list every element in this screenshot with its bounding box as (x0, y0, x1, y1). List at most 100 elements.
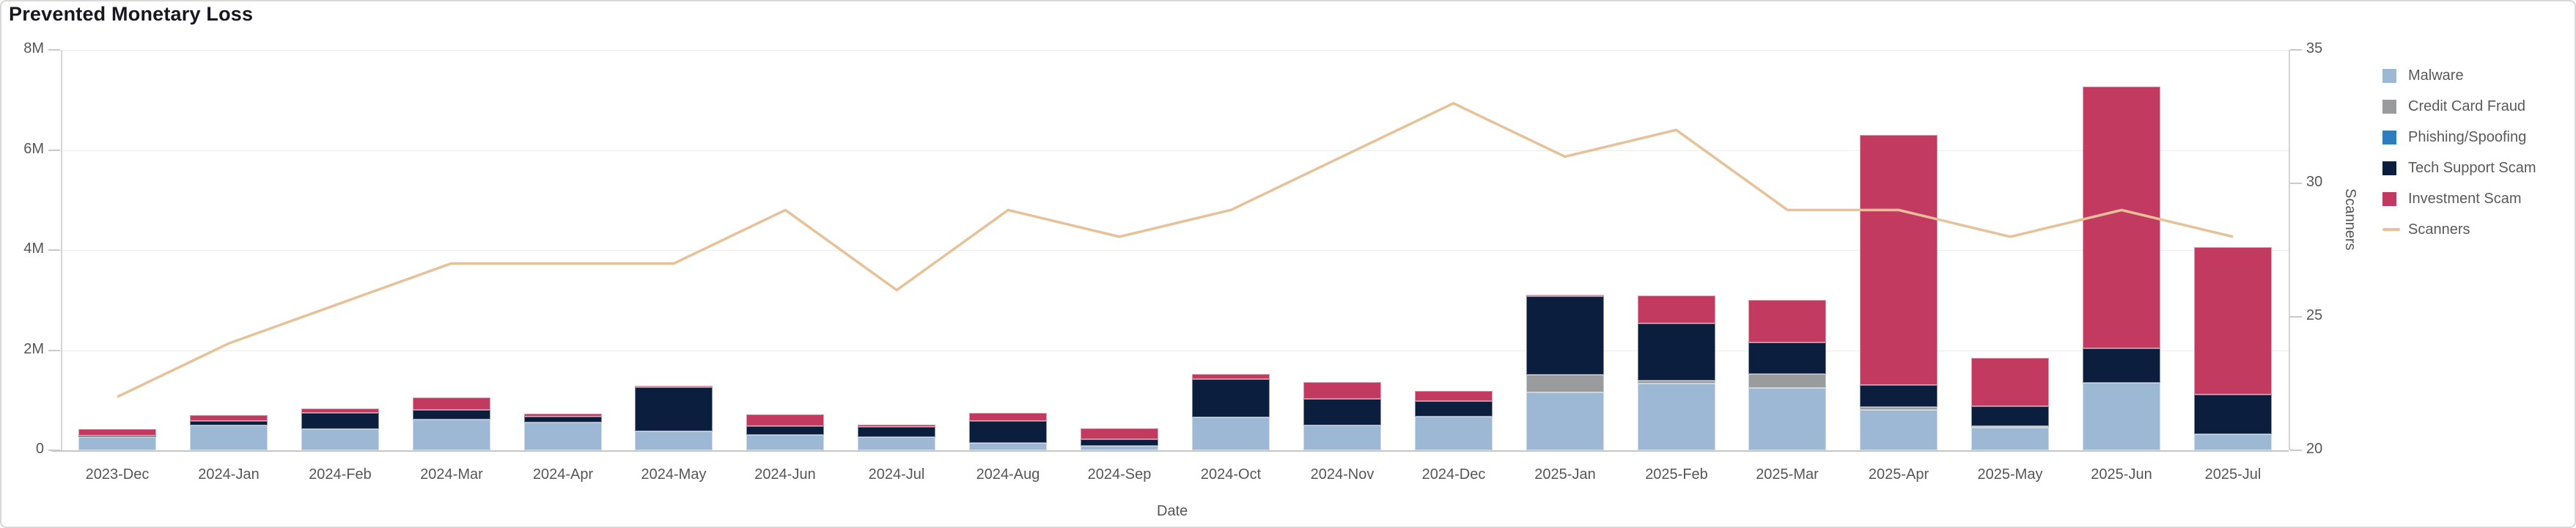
legend-label: Investment Scam (2408, 190, 2522, 207)
bar-2023-Dec-tech-support-scam[interactable] (78, 435, 156, 438)
gridline (62, 50, 2289, 51)
bar-2024-Jan-malware[interactable] (190, 425, 268, 450)
bar-2025-May-credit-card-fraud[interactable] (1971, 425, 2049, 428)
bar-2025-Jan-investment-scam[interactable] (1526, 294, 1604, 297)
gridline (62, 250, 2289, 251)
bar-2025-Jun-tech-support-scam[interactable] (2083, 348, 2160, 383)
bar-2025-Apr-credit-card-fraud[interactable] (1860, 407, 1937, 410)
bar-2025-May-malware[interactable] (1971, 427, 2049, 450)
bar-2024-Sep-investment-scam[interactable] (1081, 428, 1158, 439)
bar-2024-Aug-malware[interactable] (969, 443, 1047, 450)
bar-2024-Nov-malware[interactable] (1303, 425, 1381, 450)
bar-2023-Dec-investment-scam[interactable] (78, 428, 156, 436)
bar-2024-Feb-investment-scam[interactable] (301, 408, 379, 414)
bar-2024-Aug-investment-scam[interactable] (969, 413, 1047, 421)
bar-2025-Jan-malware[interactable] (1526, 392, 1604, 450)
legend-label: Tech Support Scam (2408, 159, 2536, 176)
legend-item-phishing-spoofing[interactable]: Phishing/Spoofing (2382, 129, 2526, 145)
legend-label: Scanners (2408, 221, 2470, 238)
bar-2024-May-malware[interactable] (635, 431, 713, 450)
x-axis-category-label: 2024-Feb (309, 466, 372, 483)
bar-2024-Oct-malware[interactable] (1192, 417, 1270, 450)
bar-2024-Oct-tech-support-scam[interactable] (1192, 379, 1270, 417)
scanners-line[interactable] (117, 102, 2234, 398)
bar-2025-Jul-tech-support-scam[interactable] (2194, 395, 2272, 435)
bar-2024-May-investment-scam[interactable] (635, 385, 713, 387)
bar-2024-Feb-malware[interactable] (301, 429, 379, 450)
legend-item-tech-support-scam[interactable]: Tech Support Scam (2382, 160, 2536, 176)
bar-2024-Feb-tech-support-scam[interactable] (301, 413, 379, 430)
bar-2024-Jul-malware[interactable] (858, 437, 935, 450)
bar-2024-Jun-investment-scam[interactable] (746, 414, 824, 426)
bar-2025-Jul-investment-scam[interactable] (2194, 246, 2272, 395)
bar-2025-Apr-investment-scam[interactable] (1860, 135, 1937, 385)
bar-2024-Jul-investment-scam[interactable] (858, 424, 935, 427)
x-axis-category-label: 2024-Mar (420, 466, 483, 483)
bar-2024-Dec-investment-scam[interactable] (1415, 391, 1493, 402)
bar-2024-Nov-tech-support-scam[interactable] (1303, 398, 1381, 425)
bar-2025-Mar-tech-support-scam[interactable] (1748, 342, 1826, 375)
right-axis-tick (2290, 316, 2302, 318)
left-axis-tick-label: 4M (23, 241, 44, 257)
bar-2025-Mar-credit-card-fraud[interactable] (1748, 374, 1826, 388)
bar-2024-Nov-investment-scam[interactable] (1303, 382, 1381, 399)
bar-2025-Feb-investment-scam[interactable] (1638, 296, 1715, 324)
bar-2024-Apr-malware[interactable] (524, 422, 602, 450)
legend-label: Malware (2408, 67, 2464, 84)
bar-2025-Apr-tech-support-scam[interactable] (1860, 384, 1937, 408)
bar-2025-May-investment-scam[interactable] (1971, 357, 2049, 406)
x-axis-category-label: 2024-Jul (868, 466, 925, 483)
bar-2024-Mar-tech-support-scam[interactable] (413, 409, 490, 419)
bar-2024-Jan-tech-support-scam[interactable] (190, 421, 268, 425)
bar-2024-Oct-investment-scam[interactable] (1192, 374, 1270, 380)
bar-2025-Apr-malware[interactable] (1860, 409, 1937, 450)
bar-2025-Jun-malware[interactable] (2083, 382, 2160, 450)
legend-color-swatch (2382, 99, 2396, 114)
legend-item-malware[interactable]: Malware (2382, 67, 2464, 84)
bar-2025-Jan-tech-support-scam[interactable] (1526, 296, 1604, 375)
bar-2023-Dec-malware[interactable] (78, 437, 156, 450)
bar-2024-Jun-tech-support-scam[interactable] (746, 425, 824, 435)
bar-2025-Mar-malware[interactable] (1748, 387, 1826, 450)
x-axis-category-label: 2023-Dec (85, 466, 150, 483)
bar-2024-Jul-tech-support-scam[interactable] (858, 426, 935, 438)
x-axis-baseline (51, 450, 2289, 452)
bar-2024-May-tech-support-scam[interactable] (635, 387, 713, 432)
bar-2024-Jun-malware[interactable] (746, 434, 824, 450)
bar-2024-Dec-malware[interactable] (1415, 417, 1493, 450)
bar-2025-Jul-malware[interactable] (2194, 434, 2272, 450)
x-axis-category-label: 2024-Jan (198, 466, 260, 483)
bar-2025-Mar-investment-scam[interactable] (1748, 299, 1826, 343)
left-axis-line (61, 50, 62, 450)
x-axis-category-label: 2024-Nov (1310, 466, 1375, 483)
left-axis-tick (48, 450, 60, 451)
x-axis-category-label: 2025-May (1977, 466, 2043, 483)
bar-2025-Feb-malware[interactable] (1638, 383, 1715, 450)
bar-2024-Sep-malware[interactable] (1081, 445, 1158, 450)
left-axis-tick-label: 0 (35, 441, 44, 457)
bar-2025-Feb-credit-card-fraud[interactable] (1638, 381, 1715, 384)
left-axis-tick (48, 249, 60, 251)
bar-2025-May-tech-support-scam[interactable] (1971, 406, 2049, 426)
x-axis-category-label: 2024-Sep (1087, 466, 1152, 483)
legend-label: Credit Card Fraud (2408, 98, 2526, 114)
chart-title: Prevented Monetary Loss (9, 3, 254, 25)
legend-color-swatch (2382, 130, 2396, 144)
bar-2024-Apr-tech-support-scam[interactable] (524, 416, 602, 422)
bar-2024-Mar-investment-scam[interactable] (413, 397, 490, 410)
legend-item-scanners[interactable]: Scanners (2382, 221, 2470, 238)
bar-2025-Jan-credit-card-fraud[interactable] (1526, 374, 1604, 392)
bar-2024-Mar-malware[interactable] (413, 419, 490, 450)
right-axis-tick-label: 35 (2306, 40, 2323, 56)
right-axis-tick (2290, 450, 2302, 451)
bar-2024-Aug-tech-support-scam[interactable] (969, 420, 1047, 444)
left-axis-tick (48, 149, 60, 151)
bar-2024-Sep-tech-support-scam[interactable] (1081, 439, 1158, 446)
legend-item-investment-scam[interactable]: Investment Scam (2382, 191, 2522, 207)
bar-2025-Feb-tech-support-scam[interactable] (1638, 323, 1715, 381)
legend-item-credit-card-fraud[interactable]: Credit Card Fraud (2382, 98, 2525, 114)
bar-2024-Apr-investment-scam[interactable] (524, 414, 602, 417)
bar-2024-Jan-investment-scam[interactable] (190, 414, 268, 422)
bar-2024-Dec-tech-support-scam[interactable] (1415, 401, 1493, 417)
